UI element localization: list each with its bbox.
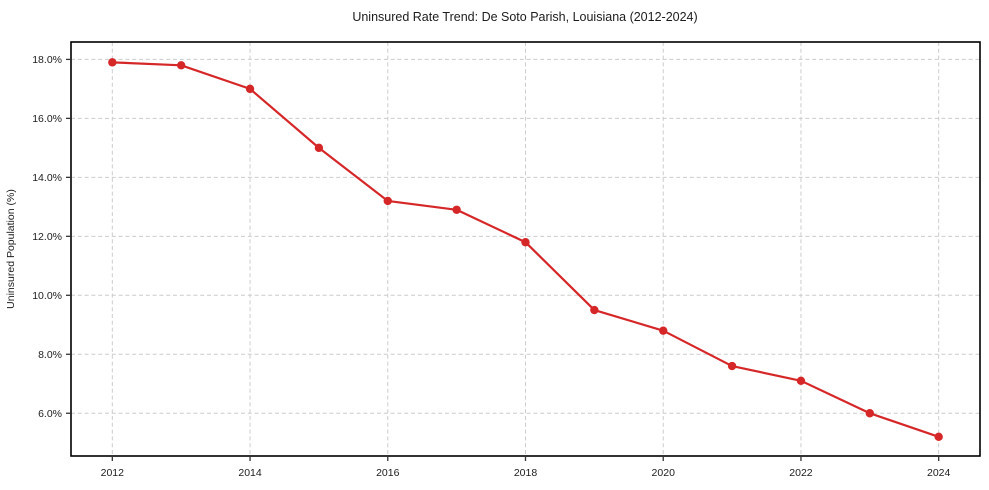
x-tick-label: 2018 [514, 467, 538, 479]
x-tick-label: 2024 [927, 467, 951, 479]
data-point-marker [176, 61, 186, 70]
x-tick-label: 2012 [101, 467, 125, 479]
x-tick-label: 2022 [789, 467, 813, 479]
data-point-marker [934, 432, 943, 442]
data-point-marker [590, 305, 599, 315]
y-tick-label: 10.0% [32, 290, 62, 302]
y-axis-title: Uninsured Population (%) [5, 189, 17, 309]
data-point-marker [727, 361, 737, 371]
y-tick-label: 18.0% [32, 54, 62, 66]
y-tick-label: 6.0% [38, 408, 62, 420]
data-point-marker [383, 196, 392, 206]
tick-layer [66, 58, 940, 461]
data-point-marker [314, 143, 324, 153]
data-point-marker [521, 238, 530, 247]
chart-title: Uninsured Rate Trend: De Soto Parish, Lo… [352, 10, 697, 24]
y-tick-label: 12.0% [32, 231, 62, 243]
tick-label-layer: 6.0% 8.0% 10.0% 12.0% 14.0% 16.0% 18.0% 2012 201… [32, 54, 950, 479]
data-point-marker [796, 376, 806, 386]
data-point-marker [865, 409, 875, 418]
series-layer [108, 58, 943, 442]
data-point-marker [108, 58, 117, 67]
y-tick-label: 14.0% [32, 172, 62, 184]
y-tick-label: 16.0% [32, 113, 62, 125]
data-point-marker [659, 326, 668, 335]
data-point-marker [452, 205, 461, 214]
data-point-marker [245, 84, 255, 94]
x-tick-label: 2020 [652, 467, 676, 479]
x-tick-label: 2016 [376, 467, 400, 479]
gridline-layer [71, 42, 980, 456]
y-tick-label: 8.0% [38, 349, 62, 361]
x-tick-label: 2014 [238, 467, 262, 479]
